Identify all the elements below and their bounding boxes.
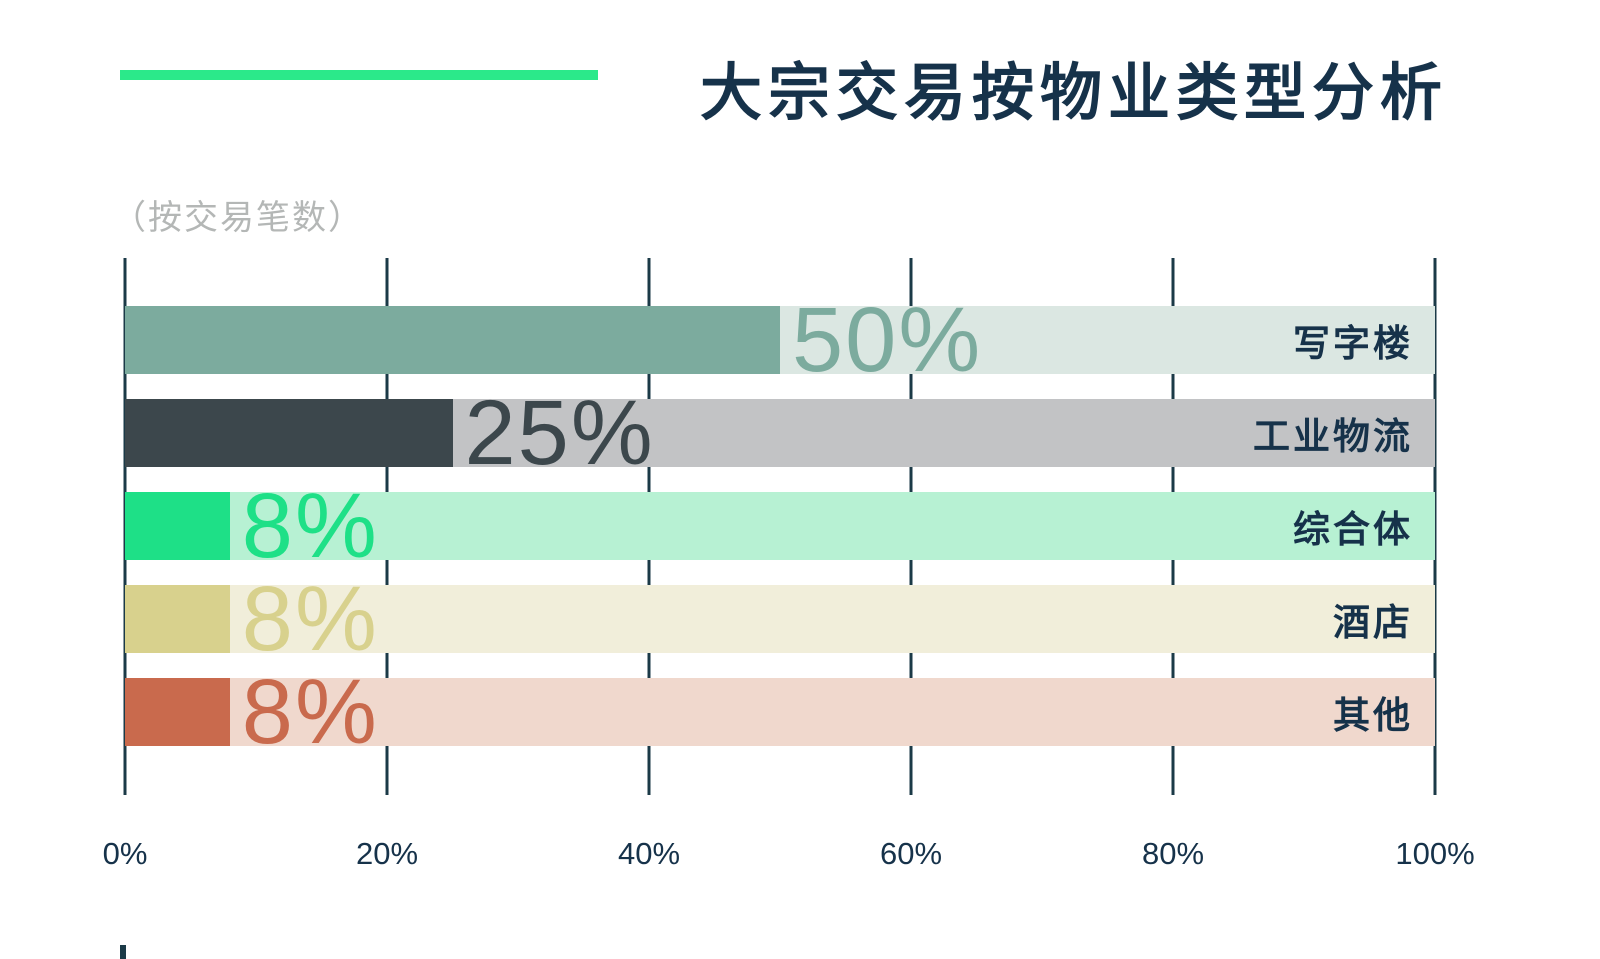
plot-area: 50% 写字楼 25% 工业物流 8% 综合体 8% 酒店 8% 其他 (123, 258, 1437, 795)
bar-value-label: 25% (464, 382, 655, 484)
bar-category-label: 其他 (1333, 695, 1413, 736)
bar-value-label: 50% (792, 289, 983, 391)
x-axis-tick-label: 100% (1395, 836, 1475, 871)
bar-fill (125, 306, 780, 374)
bar-fill (125, 678, 230, 746)
gridline (1433, 258, 1437, 795)
bar-category-label: 综合体 (1293, 509, 1413, 550)
x-axis-tick-label: 60% (879, 836, 943, 871)
bar-value-label: 8% (241, 475, 379, 577)
bar-category-label: 写字楼 (1293, 323, 1413, 364)
x-axis-tick-label: 40% (617, 836, 681, 871)
bar-row: 8% 综合体 (125, 480, 1435, 572)
bar-rows: 50% 写字楼 25% 工业物流 8% 综合体 8% 酒店 8% 其他 (125, 258, 1435, 795)
bar-value-label: 8% (241, 661, 379, 763)
bottom-edge-mark (120, 945, 126, 959)
bar-value-label: 8% (241, 568, 379, 670)
bar-fill (125, 399, 453, 467)
bar-fill (125, 492, 230, 560)
x-axis-tick-label: 0% (102, 836, 148, 871)
x-axis-tick-label: 20% (355, 836, 419, 871)
chart-title: 大宗交易按物业类型分析 (699, 59, 1448, 128)
accent-line (120, 70, 598, 80)
bar-category-label: 酒店 (1333, 602, 1413, 643)
bar-row: 8% 酒店 (125, 573, 1435, 665)
x-axis: 0% 20% 40% 60% 80% 100% (103, 836, 1475, 876)
chart-subtitle: （按交易笔数） (112, 199, 364, 237)
bar-category-label: 工业物流 (1253, 416, 1413, 457)
bar-fill (125, 585, 230, 653)
x-axis-tick-label: 80% (1141, 836, 1205, 871)
bar-row: 50% 写字楼 (125, 294, 1435, 386)
bar-row: 25% 工业物流 (125, 387, 1435, 479)
bar-row: 8% 其他 (125, 666, 1435, 758)
